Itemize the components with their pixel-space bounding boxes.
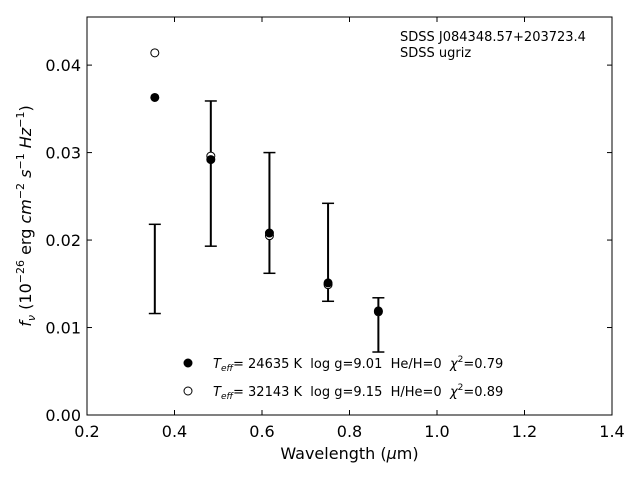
model-point-filled bbox=[206, 155, 216, 165]
legend-marker-open bbox=[183, 386, 193, 396]
y-axis-label: fν (10−26 erg cm−2 s−1 Hz−1) bbox=[14, 105, 38, 326]
y-tick-label: 0.04 bbox=[45, 56, 81, 75]
legend-marker-filled bbox=[183, 358, 193, 368]
error-bars bbox=[148, 100, 385, 353]
x-tick-label: 1.0 bbox=[424, 422, 449, 441]
x-tick-label: 0.2 bbox=[74, 422, 99, 441]
x-tick-label: 0.4 bbox=[162, 422, 187, 441]
photometry-annotation: SDSS ugriz bbox=[400, 46, 471, 61]
model-point-filled bbox=[373, 306, 383, 316]
y-tick-label: 0.03 bbox=[45, 144, 81, 163]
x-axis-label: Wavelength (μm) bbox=[280, 444, 418, 463]
model-point-filled bbox=[150, 92, 160, 102]
y-tick-label: 0.02 bbox=[45, 231, 81, 250]
model-point-filled bbox=[323, 278, 333, 288]
legend: Teff= 24635 K log g=9.01 He/H=0 χ2=0.79 T… bbox=[183, 355, 503, 402]
y-tick-label: 0.01 bbox=[45, 319, 81, 338]
x-tick-label: 0.8 bbox=[337, 422, 362, 441]
legend-entry-label: Teff= 32143 K log g=9.15 H/He=0 χ2=0.89 bbox=[213, 383, 503, 402]
axis-ticks: 0.2 0.4 0.6 0.8 1.0 1.2 1.4 0.00 0.01 0.02 0.03 0.0… bbox=[45, 17, 625, 441]
model-point-filled bbox=[264, 228, 274, 238]
x-tick-label: 1.4 bbox=[599, 422, 624, 441]
y-tick-label: 0.00 bbox=[45, 406, 81, 425]
legend-entry-label: Teff= 24635 K log g=9.01 He/H=0 χ2=0.79 bbox=[213, 355, 503, 374]
x-tick-label: 0.6 bbox=[249, 422, 274, 441]
data-points bbox=[150, 48, 383, 317]
x-tick-label: 1.2 bbox=[512, 422, 537, 441]
model-point-open bbox=[150, 48, 160, 58]
plot-frame bbox=[86, 16, 613, 416]
object-name-annotation: SDSS J084348.57+203723.4 bbox=[400, 30, 586, 45]
